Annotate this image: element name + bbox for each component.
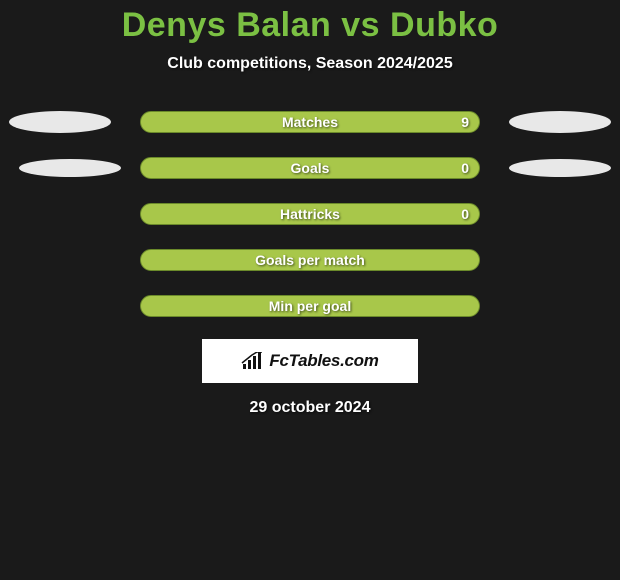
right-marker <box>509 111 611 133</box>
right-marker <box>509 159 611 177</box>
stat-label: Hattricks <box>280 206 340 222</box>
page-subtitle: Club competitions, Season 2024/2025 <box>167 55 452 73</box>
stat-row-goals: Goals 0 <box>0 157 620 179</box>
comparison-widget: Denys Balan vs Dubko Club competitions, … <box>0 0 620 417</box>
brand-text: FcTables.com <box>269 351 378 371</box>
brand-badge[interactable]: FcTables.com <box>202 339 418 383</box>
stat-row-goals-per-match: Goals per match <box>0 249 620 271</box>
stat-bar: Goals per match <box>140 249 480 271</box>
snapshot-date: 29 october 2024 <box>250 399 371 417</box>
page-title: Denys Balan vs Dubko <box>122 6 499 45</box>
stat-bar: Goals 0 <box>140 157 480 179</box>
left-marker <box>9 111 111 133</box>
stats-chart: Matches 9 Goals 0 Hattricks 0 Goals per … <box>0 111 620 317</box>
stat-bar: Min per goal <box>140 295 480 317</box>
stat-label: Min per goal <box>269 298 351 314</box>
stat-bar: Matches 9 <box>140 111 480 133</box>
stat-row-hattricks: Hattricks 0 <box>0 203 620 225</box>
stat-value: 9 <box>461 114 469 130</box>
stat-row-matches: Matches 9 <box>0 111 620 133</box>
stat-label: Goals per match <box>255 252 365 268</box>
stat-value: 0 <box>461 160 469 176</box>
stat-row-min-per-goal: Min per goal <box>0 295 620 317</box>
stat-bar: Hattricks 0 <box>140 203 480 225</box>
stat-value: 0 <box>461 206 469 222</box>
left-marker <box>19 159 121 177</box>
stat-label: Goals <box>291 160 330 176</box>
bar-chart-icon <box>241 352 263 370</box>
stat-label: Matches <box>282 114 338 130</box>
